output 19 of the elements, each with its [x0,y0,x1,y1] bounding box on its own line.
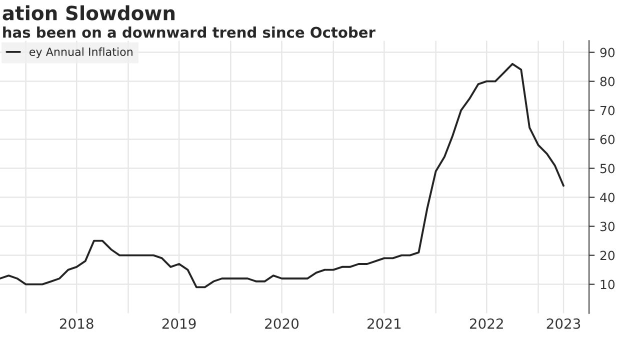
x-tick-label: 2023 [546,318,580,329]
y-tick-label: 20 [600,250,615,260]
y-tick-label: 60 [600,134,615,144]
chart-subtitle: has been on a downward trend since October [3,26,376,38]
x-tick-label: 2018 [60,318,94,329]
y-tick-label: 30 [600,222,615,232]
y-tick-label: 50 [600,164,615,174]
y-tick-label: 70 [600,106,615,116]
chart-title: ation Slowdown [2,5,174,20]
x-tick-label: 2022 [470,318,503,329]
line-series [0,62,564,288]
x-tick-label: 2021 [368,318,401,329]
legend-label: ey Annual Inflation [30,47,132,58]
x-tick-label: 2019 [162,318,196,329]
y-tick-label: 40 [600,192,615,202]
x-tick-label: 2020 [265,318,299,329]
y-tick-label: 10 [600,280,615,290]
y-tick-label: 80 [600,76,615,86]
y-tick-label: 90 [600,48,615,58]
